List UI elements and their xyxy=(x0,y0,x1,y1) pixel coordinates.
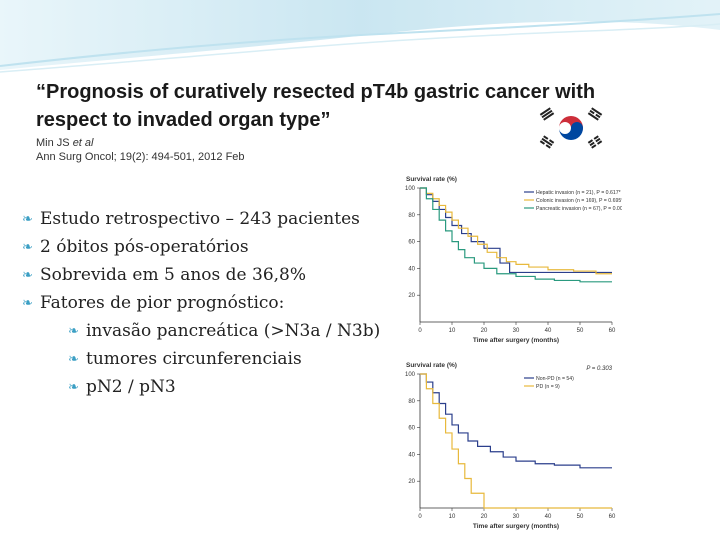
p-value-annotation: P = 0.303 xyxy=(586,366,612,372)
series-line xyxy=(420,373,612,509)
legend-label: Pancreatic invasion (n = 67), P = 0.002† xyxy=(536,206,622,212)
y-tick-label: 100 xyxy=(405,186,416,192)
bullet-marker-icon: ❧ xyxy=(68,351,79,367)
sub-bullet-item: ❧ invasão pancreática (>N3a / N3b) xyxy=(22,317,402,345)
slide-title-line-1: “Prognosis of curatively resected pT4b g… xyxy=(36,81,596,103)
citation: Min JS et al Ann Surg Oncol; 19(2): 494-… xyxy=(36,136,245,164)
x-tick-label: 40 xyxy=(545,514,552,520)
legend-label: Non-PD (n = 54) xyxy=(536,376,574,382)
y-tick-label: 20 xyxy=(408,293,415,299)
series-line xyxy=(420,187,612,283)
x-tick-label: 0 xyxy=(418,328,422,334)
bullet-text: Estudo retrospectivo – 243 pacientes xyxy=(40,209,360,229)
survival-chart-organ-type: Survival rate (%) 20 40 60 80 100 0 10 20 30 40 50 6… xyxy=(396,170,622,346)
south-korea-flag-icon xyxy=(536,104,606,152)
bullet-marker-icon: ❧ xyxy=(68,379,79,395)
y-tick-label: 20 xyxy=(408,479,415,485)
x-tick-label: 30 xyxy=(513,328,520,334)
x-tick-label: 30 xyxy=(513,514,520,520)
y-tick-label: 60 xyxy=(408,240,415,246)
y-tick-label: 100 xyxy=(405,372,416,378)
citation-authors: Min JS et al xyxy=(36,136,245,150)
survival-chart-pd: Survival rate (%) 20 40 60 80 100 0 10 20 30 40 50 6… xyxy=(396,356,622,532)
y-tick-label: 80 xyxy=(408,399,415,405)
x-tick-label: 60 xyxy=(609,514,616,520)
legend-label: PD (n = 9) xyxy=(536,384,560,390)
slide-title-line-2: respect to invaded organ type” xyxy=(36,109,331,131)
sub-bullet-text: invasão pancreática (>N3a / N3b) xyxy=(86,321,381,341)
sub-bullet-item: ❧ tumores circunferenciais xyxy=(22,345,402,373)
x-tick-label: 10 xyxy=(449,514,456,520)
bullet-marker-icon: ❧ xyxy=(22,211,33,227)
x-tick-label: 0 xyxy=(418,514,422,520)
bullet-text: Sobrevida em 5 anos de 36,8% xyxy=(40,265,307,285)
bullet-marker-icon: ❧ xyxy=(22,267,33,283)
bullet-item: ❧ 2 óbitos pós-operatórios xyxy=(22,233,402,261)
legend-label: Hepatic invasion (n = 21), P = 0.617* xyxy=(536,190,621,196)
legend-label: Colonic invasion (n = 169), P = 0.695** xyxy=(536,198,622,204)
bullet-text: 2 óbitos pós-operatórios xyxy=(40,237,249,257)
y-tick-label: 80 xyxy=(408,213,415,219)
bullet-item: ❧ Sobrevida em 5 anos de 36,8% xyxy=(22,261,402,289)
series-line xyxy=(420,187,612,275)
y-tick-label: 40 xyxy=(408,266,415,272)
sub-bullet-text: pN2 / pN3 xyxy=(86,377,176,397)
citation-author: Min JS xyxy=(36,137,73,149)
x-tick-label: 40 xyxy=(545,328,552,334)
x-tick-label: 60 xyxy=(609,328,616,334)
bullet-list: ❧ Estudo retrospectivo – 243 pacientes ❧ 2… xyxy=(22,205,402,401)
bullet-text: Fatores de pior prognóstico: xyxy=(40,293,285,313)
y-tick-label: 60 xyxy=(408,426,415,432)
sub-bullet-text: tumores circunferenciais xyxy=(86,349,302,369)
x-tick-label: 50 xyxy=(577,328,584,334)
sub-bullet-item: ❧ pN2 / pN3 xyxy=(22,373,402,401)
x-tick-label: 10 xyxy=(449,328,456,334)
y-axis-label: Survival rate (%) xyxy=(406,362,457,369)
bullet-marker-icon: ❧ xyxy=(22,239,33,255)
slide-title: “Prognosis of curatively resected pT4b g… xyxy=(36,78,636,134)
series-line xyxy=(420,373,612,469)
bullet-marker-icon: ❧ xyxy=(68,323,79,339)
x-axis-label: Time after surgery (months) xyxy=(473,337,559,344)
x-tick-label: 20 xyxy=(481,514,488,520)
citation-etal: et al xyxy=(72,137,94,149)
x-tick-label: 20 xyxy=(481,328,488,334)
y-axis-label: Survival rate (%) xyxy=(406,176,457,183)
x-axis-label: Time after surgery (months) xyxy=(473,523,559,530)
citation-journal: Ann Surg Oncol; 19(2): 494-501, 2012 Feb xyxy=(36,151,245,163)
bullet-item: ❧ Estudo retrospectivo – 243 pacientes xyxy=(22,205,402,233)
decorative-header-swoosh xyxy=(0,0,720,73)
x-tick-label: 50 xyxy=(577,514,584,520)
y-tick-label: 40 xyxy=(408,452,415,458)
bullet-marker-icon: ❧ xyxy=(22,295,33,311)
bullet-item: ❧ Fatores de pior prognóstico: xyxy=(22,289,402,317)
